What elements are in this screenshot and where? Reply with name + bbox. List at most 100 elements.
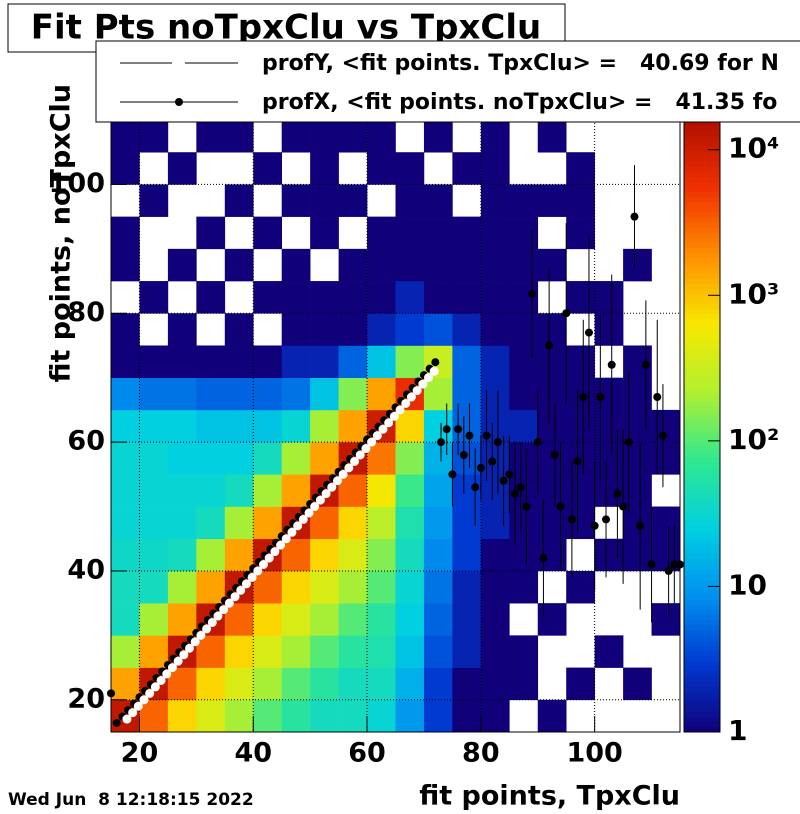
- heatmap-cell: [423, 699, 453, 733]
- profile-point: [224, 598, 234, 608]
- heatmap-cell: [594, 409, 624, 443]
- heatmap-cell: [253, 667, 282, 701]
- heatmap-cell: [623, 377, 652, 411]
- colorbar-segment: [684, 645, 720, 651]
- heatmap-cell: [224, 345, 254, 378]
- colorbar-segment: [684, 181, 720, 187]
- heatmap-cell: [310, 249, 339, 282]
- x-tick-label: 40: [234, 738, 272, 769]
- profile-point: [664, 566, 673, 575]
- heatmap-cell: [111, 281, 140, 314]
- heatmap-cell: [167, 248, 197, 282]
- y-tick-label: 100: [49, 168, 105, 199]
- colorbar-segment: [684, 339, 720, 345]
- heatmap-cell: [509, 570, 539, 604]
- heatmap-cell: [538, 281, 567, 314]
- heatmap-cell: [253, 281, 282, 314]
- profile-point: [516, 483, 525, 492]
- profile-point: [545, 341, 554, 350]
- heatmap-cell: [338, 603, 368, 636]
- profile-point: [315, 495, 325, 505]
- heatmap-cell: [566, 120, 595, 153]
- colorbar-segment: [684, 400, 720, 407]
- heatmap-cell: [111, 377, 140, 411]
- colorbar-segment: [684, 660, 720, 667]
- colorbar-segment: [684, 191, 720, 197]
- heatmap-cell: [167, 409, 197, 443]
- heatmap-cell: [480, 699, 510, 733]
- heatmap-cell: [652, 281, 681, 314]
- heatmap-cell: [282, 152, 311, 185]
- profile-point: [350, 456, 360, 466]
- heatmap-cell: [281, 442, 311, 475]
- heatmap-cell: [367, 313, 396, 346]
- profile-point: [418, 379, 428, 389]
- heatmap-cell: [623, 442, 652, 475]
- profile-point: [310, 502, 320, 512]
- heatmap-cell: [509, 345, 539, 378]
- profile-point: [641, 360, 650, 369]
- colorbar-segment: [684, 216, 720, 223]
- profile-point: [355, 450, 365, 460]
- colorbar-segment: [684, 553, 720, 560]
- heatmap-cell: [423, 216, 453, 250]
- heatmap-cell: [111, 538, 140, 572]
- colorbar-segment: [684, 354, 720, 361]
- heatmap-cell: [538, 668, 567, 701]
- colorbar-segment: [684, 589, 720, 595]
- colorbar-segment: [684, 446, 720, 452]
- heatmap-cell: [480, 506, 510, 540]
- profile-point: [321, 489, 331, 499]
- heatmap-cell: [338, 345, 368, 378]
- heatmap-cell: [367, 442, 396, 475]
- profile-point: [196, 630, 206, 640]
- colorbar-segment: [684, 533, 720, 539]
- profile-point: [510, 489, 519, 498]
- profile-point: [573, 457, 582, 466]
- colorbar-segment: [684, 420, 720, 427]
- profile-point: [179, 650, 189, 660]
- heatmap-cell: [423, 538, 453, 572]
- heatmap-cell: [167, 442, 197, 475]
- heatmap-cell: [566, 635, 595, 668]
- heatmap-cell: [395, 184, 425, 217]
- heatmap-cell: [310, 635, 339, 668]
- heatmap-cell: [196, 281, 226, 314]
- colorbar-segment: [684, 471, 720, 478]
- colorbar-segment: [684, 528, 720, 534]
- heatmap-cell: [423, 667, 453, 701]
- colorbar-segment: [684, 303, 720, 310]
- heatmap-cell: [509, 442, 539, 475]
- colorbar-segment: [684, 344, 720, 350]
- heatmap-cell: [111, 603, 140, 636]
- heatmap-cell: [196, 377, 226, 411]
- colorbar-segment: [684, 390, 720, 396]
- colorbar-segment: [684, 451, 720, 458]
- heatmap-cell: [167, 345, 197, 378]
- colorbar-segment: [684, 477, 720, 483]
- heatmap-cell: [509, 603, 538, 636]
- profile-point: [550, 450, 559, 459]
- colorbar-segment: [684, 349, 720, 356]
- heatmap-cell: [537, 506, 567, 540]
- colorbar-segment: [684, 716, 720, 723]
- colorbar-segment: [684, 145, 720, 152]
- heatmap-cell: [253, 506, 282, 540]
- colorbar-segment: [684, 201, 720, 208]
- profile-point: [190, 637, 200, 647]
- heatmap-cell: [310, 699, 339, 733]
- profile-point: [219, 605, 229, 615]
- heatmap-cell: [623, 506, 652, 540]
- heatmap-cell: [281, 699, 311, 733]
- heatmap-cell: [595, 345, 624, 378]
- heatmap-cell: [196, 409, 226, 443]
- heatmap-cell: [566, 377, 595, 411]
- heatmap-cell: [594, 313, 624, 346]
- profile-point: [505, 470, 514, 479]
- profile-point: [327, 482, 337, 492]
- heatmap-cell: [139, 699, 169, 733]
- heatmap-cell: [367, 120, 396, 153]
- colorbar-segment: [684, 385, 720, 391]
- timestamp: Wed Jun 8 12:18:15 2022: [8, 790, 254, 810]
- profile-point: [128, 708, 138, 718]
